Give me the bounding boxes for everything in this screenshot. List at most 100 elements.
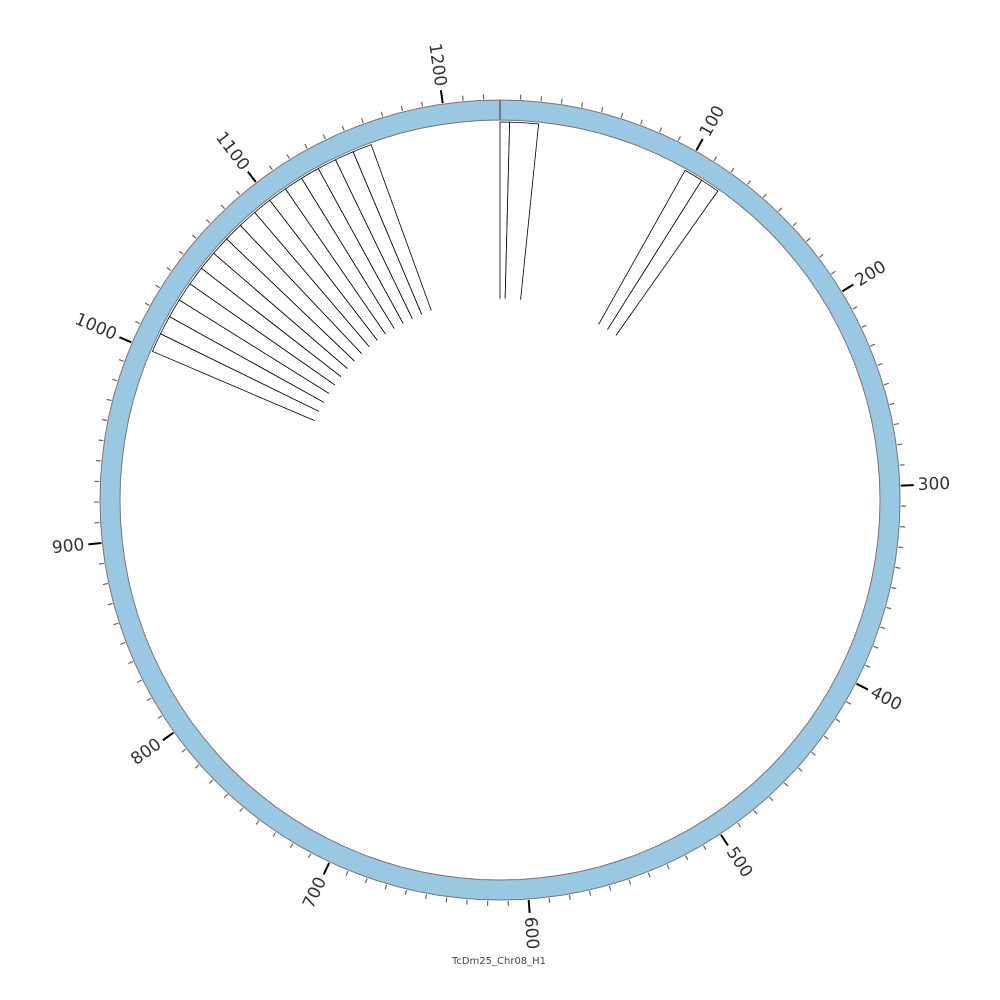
minor-tick (400, 106, 404, 112)
minor-tick (322, 134, 327, 140)
minor-tick (118, 359, 124, 362)
minor-tick (797, 767, 803, 772)
minor-tick (620, 112, 624, 118)
minor-tick (208, 779, 214, 784)
minor-tick (136, 679, 142, 683)
chromosome-ideogram (99, 99, 901, 901)
major-tick (162, 731, 175, 742)
bar (504, 121, 540, 300)
minor-tick (205, 219, 211, 224)
tick-label: 900 (51, 535, 85, 558)
minor-tick (818, 253, 824, 258)
minor-tick (112, 378, 118, 382)
minor-tick (747, 180, 752, 185)
minor-tick (101, 418, 108, 422)
tick-label: 600 (520, 916, 542, 950)
minor-tick (155, 284, 161, 289)
minor-tick (898, 546, 904, 549)
minor-tick (870, 343, 876, 347)
minor-tick (880, 626, 886, 630)
major-tick (855, 682, 869, 691)
minor-tick (548, 897, 551, 904)
minor-tick (157, 715, 163, 719)
minor-tick (811, 751, 816, 756)
minor-tick (540, 96, 543, 102)
minor-tick (628, 879, 632, 885)
minor-tick (102, 582, 108, 586)
minor-tick (178, 250, 184, 255)
minor-tick (364, 878, 368, 884)
minor-tick (806, 237, 811, 242)
minor-tick (220, 204, 225, 209)
minor-tick (445, 897, 448, 903)
minor-tick (846, 701, 852, 705)
minor-tick (239, 807, 244, 812)
major-tick (527, 899, 531, 914)
bar-track (151, 121, 719, 422)
minor-tick (361, 118, 364, 124)
minor-tick (128, 660, 134, 665)
minor-tick (420, 101, 424, 107)
minor-tick (897, 443, 903, 446)
minor-tick (106, 398, 112, 402)
tick-label: 1100 (211, 128, 253, 174)
minor-tick (135, 320, 141, 325)
minor-tick (425, 894, 428, 900)
minor-tick (194, 764, 200, 769)
chromosome-title: TcDm25_Chr08_H1 (451, 956, 546, 967)
minor-tick (877, 362, 883, 366)
tick-label: 200 (852, 257, 890, 291)
minor-tick (560, 98, 563, 104)
minor-tick (889, 402, 895, 406)
minor-tick (835, 718, 841, 723)
minor-tick (677, 136, 681, 142)
minor-tick (865, 664, 871, 668)
tick-label: 300 (917, 474, 950, 495)
minor-tick (120, 641, 126, 645)
bar (598, 169, 703, 330)
major-tick (247, 171, 257, 183)
minor-tick (144, 302, 150, 306)
minor-tick (181, 748, 187, 753)
tick-label: 700 (299, 874, 331, 912)
minor-tick (659, 127, 663, 133)
minor-tick (107, 602, 113, 606)
minor-tick (886, 606, 892, 610)
minor-tick (873, 645, 879, 649)
minor-tick (600, 107, 604, 113)
minor-tick (404, 889, 408, 895)
minor-tick (99, 562, 105, 565)
minor-tick (608, 885, 612, 891)
minor-tick (568, 894, 571, 900)
minor-tick (783, 782, 789, 787)
minor-tick (345, 870, 349, 876)
minor-tick (289, 843, 294, 849)
minor-tick (737, 822, 742, 828)
minor-tick (777, 207, 783, 212)
minor-tick (380, 111, 384, 117)
minor-tick (713, 156, 718, 162)
minor-tick (823, 735, 829, 740)
minor-tick (861, 324, 867, 328)
minor-tick (893, 423, 899, 426)
minor-tick (640, 119, 643, 125)
minor-tick (768, 796, 774, 802)
minor-tick (192, 234, 197, 239)
minor-tick (223, 793, 228, 799)
minor-tick (588, 890, 592, 896)
minor-tick (304, 143, 308, 149)
minor-tick (753, 810, 758, 815)
minor-tick (286, 154, 291, 159)
minor-tick (166, 267, 172, 272)
minor-tick (580, 102, 584, 108)
minor-tick (98, 439, 104, 442)
major-tick (118, 336, 132, 344)
minor-tick (255, 820, 260, 825)
major-tick (322, 862, 331, 875)
minor-tick (384, 884, 388, 890)
minor-tick (307, 853, 312, 859)
minor-tick (341, 125, 345, 131)
tick-label: 100 (696, 102, 729, 140)
minor-tick (666, 864, 670, 870)
